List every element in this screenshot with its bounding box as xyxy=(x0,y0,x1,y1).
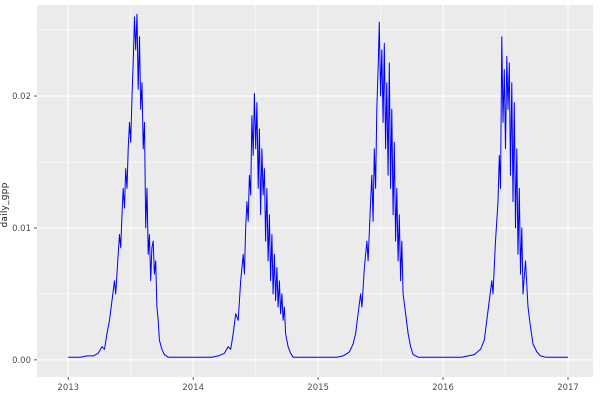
x-tick-label: 2017 xyxy=(557,383,579,393)
x-tick-label: 2014 xyxy=(182,383,204,393)
panel-background xyxy=(37,5,593,377)
x-tick-label: 2016 xyxy=(432,383,454,393)
series-line xyxy=(68,13,568,358)
y-tick-label: 0.00 xyxy=(12,356,31,366)
y-tick-label: 0.02 xyxy=(12,92,31,102)
y-tick-label: 0.01 xyxy=(12,224,31,234)
x-tick-label: 2013 xyxy=(57,383,79,393)
x-tick-label: 2015 xyxy=(307,383,329,393)
panel-group: 2013 2014 2015 2016 2017 0.00 0.01 0.02 xyxy=(12,5,593,393)
